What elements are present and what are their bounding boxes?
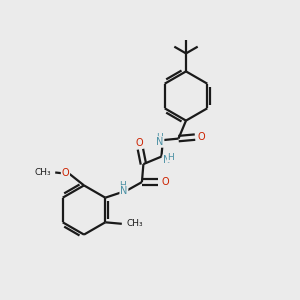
Text: H: H [119, 181, 125, 190]
Text: O: O [61, 168, 69, 178]
Text: CH₃: CH₃ [127, 219, 143, 228]
Text: O: O [198, 132, 206, 142]
Text: N: N [156, 137, 164, 147]
Text: H: H [168, 153, 174, 162]
Text: O: O [135, 138, 143, 148]
Text: N: N [163, 155, 170, 165]
Text: H: H [156, 133, 163, 142]
Text: CH₃: CH₃ [34, 168, 51, 177]
Text: O: O [161, 177, 169, 187]
Text: N: N [120, 186, 128, 196]
